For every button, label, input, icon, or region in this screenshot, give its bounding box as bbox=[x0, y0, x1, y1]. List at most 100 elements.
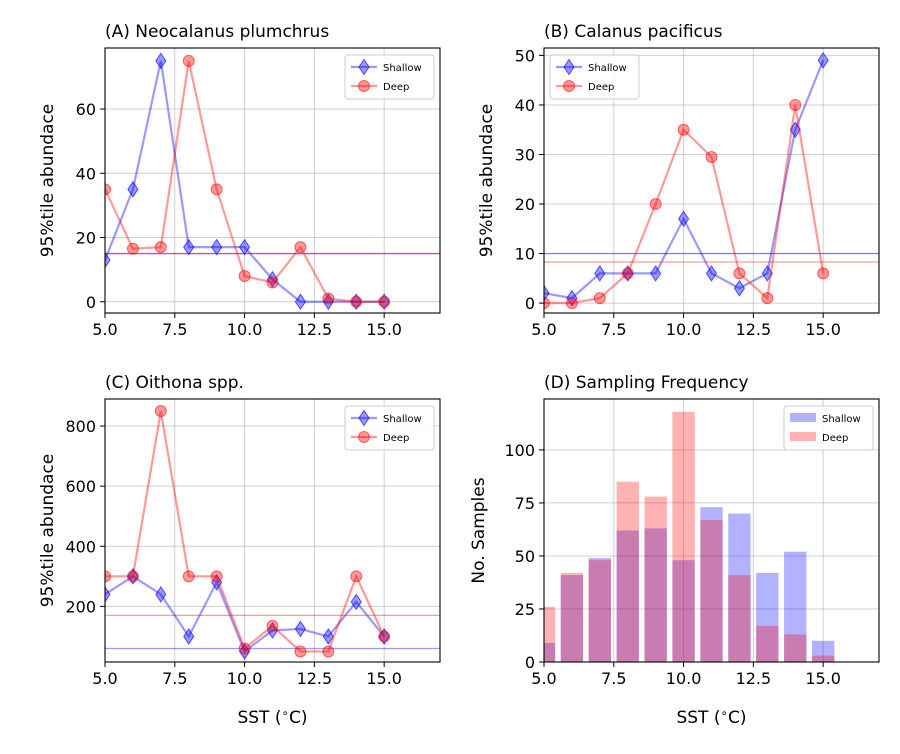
x-tick-label: 15.0 bbox=[366, 320, 402, 339]
plot-area bbox=[105, 52, 440, 311]
x-axis-label: SST (∘C) bbox=[237, 706, 307, 728]
point-deep bbox=[210, 570, 223, 583]
panel-0: 5.0 7.5 10.0 12.5 15.0 0 20 40 60 (A) Neocalanus … bbox=[38, 22, 441, 339]
y-tick-label: 60 bbox=[76, 100, 96, 119]
bar-deep bbox=[544, 606, 556, 662]
x-tick-label: 12.5 bbox=[736, 669, 772, 688]
chart-title: (B) Calanus pacificus bbox=[544, 22, 723, 42]
legend-label: Shallow bbox=[383, 63, 422, 74]
legend-marker-shallow bbox=[358, 58, 370, 76]
point-shallow bbox=[183, 628, 195, 645]
y-axis-label: 95%tile abundace bbox=[38, 104, 58, 258]
legend-marker-deep bbox=[563, 80, 575, 92]
point-shallow bbox=[322, 293, 334, 311]
legend-marker-deep bbox=[358, 80, 370, 92]
legend: Shallow Deep bbox=[344, 405, 435, 451]
point-shallow bbox=[705, 264, 718, 282]
chart-title: (A) Neocalanus plumchrus bbox=[105, 22, 329, 42]
legend-box bbox=[549, 54, 640, 100]
point-shallow bbox=[322, 628, 334, 645]
point-shallow bbox=[183, 238, 195, 256]
legend-marker-deep bbox=[358, 431, 370, 443]
legend-swatch bbox=[790, 432, 816, 441]
point-deep bbox=[266, 276, 279, 289]
point-deep bbox=[182, 570, 195, 583]
point-deep bbox=[621, 267, 634, 280]
legend-swatch bbox=[790, 413, 816, 422]
x-tick-label: 15.0 bbox=[805, 669, 841, 688]
point-deep bbox=[544, 297, 550, 310]
legend: Shallow Deep bbox=[783, 405, 874, 451]
legend-label: Deep bbox=[383, 82, 409, 93]
y-tick-label: 25 bbox=[515, 600, 535, 619]
point-deep bbox=[322, 292, 335, 305]
point-deep bbox=[378, 295, 391, 308]
point-shallow bbox=[566, 289, 578, 307]
panel-1: 5.0 7.5 10.0 12.5 15.0 0 10 20 30 40 50 (B) Calanus… bbox=[477, 22, 880, 339]
series-line-shallow bbox=[105, 60, 385, 303]
plot-area bbox=[544, 51, 879, 310]
ticks: 5.0 7.5 10.0 12.5 15.0 0 10 20 30 40 50 bbox=[515, 46, 841, 339]
point-shallow bbox=[294, 620, 307, 638]
y-axis-label: No. Samples bbox=[469, 477, 489, 583]
series-line-shallow bbox=[105, 575, 386, 654]
bar-deep bbox=[672, 411, 695, 662]
bar-deep bbox=[812, 655, 835, 662]
x-tick-label: 10.0 bbox=[227, 320, 263, 339]
legend: Shallow Deep bbox=[549, 54, 640, 100]
axes-frame bbox=[104, 398, 441, 663]
legend-box bbox=[344, 405, 435, 451]
x-tick-label: 10.0 bbox=[666, 669, 702, 688]
point-deep bbox=[294, 241, 307, 254]
series-line-deep bbox=[105, 60, 385, 303]
point-deep bbox=[238, 270, 251, 283]
series-line-deep bbox=[105, 410, 386, 653]
y-tick-label: 400 bbox=[65, 537, 96, 556]
y-tick-label: 40 bbox=[515, 96, 535, 115]
point-shallow bbox=[266, 622, 279, 639]
bar-shallow bbox=[616, 530, 639, 662]
x-tick-label: 7.5 bbox=[601, 320, 626, 339]
panel-2: 5.0 7.5 10.0 12.5 15.0 200 400 600 800 (C) Oithon… bbox=[38, 373, 441, 728]
y-tick-label: 0 bbox=[525, 294, 535, 313]
point-shallow bbox=[817, 51, 829, 69]
point-shallow bbox=[238, 643, 251, 660]
point-deep bbox=[593, 292, 606, 305]
point-deep bbox=[350, 295, 363, 308]
point-shallow bbox=[238, 238, 251, 256]
point-deep bbox=[705, 150, 718, 163]
chart-title: (D) Sampling Frequency bbox=[544, 373, 749, 393]
y-tick-label: 0 bbox=[86, 293, 96, 312]
bar-shallow bbox=[544, 642, 556, 662]
point-shallow bbox=[378, 293, 390, 311]
y-tick-label: 600 bbox=[65, 477, 96, 496]
point-shallow bbox=[622, 264, 634, 282]
point-shallow bbox=[211, 238, 223, 256]
y-axis-label: 95%tile abundace bbox=[38, 454, 58, 608]
point-shallow bbox=[105, 251, 111, 269]
x-tick-label: 5.0 bbox=[92, 320, 117, 339]
point-shallow bbox=[544, 284, 550, 302]
bar-shallow bbox=[756, 572, 779, 662]
point-deep bbox=[817, 267, 830, 280]
x-tick-label: 5.0 bbox=[531, 320, 556, 339]
x-tick-label: 5.0 bbox=[531, 669, 556, 688]
axes-frame bbox=[543, 398, 880, 663]
point-deep bbox=[322, 645, 335, 658]
point-shallow bbox=[650, 264, 662, 282]
bar-deep bbox=[756, 625, 779, 662]
y-tick-label: 40 bbox=[76, 164, 96, 183]
point-deep bbox=[733, 267, 746, 280]
legend-label: Deep bbox=[822, 433, 848, 444]
x-tick-label: 15.0 bbox=[805, 320, 841, 339]
bar-deep bbox=[700, 519, 723, 662]
plot-area bbox=[105, 405, 440, 660]
legend: Shallow Deep bbox=[344, 54, 435, 100]
bar-shallow bbox=[672, 560, 695, 662]
point-shallow bbox=[378, 628, 390, 645]
point-shallow bbox=[594, 264, 606, 282]
x-tick-label: 7.5 bbox=[162, 669, 187, 688]
point-shallow bbox=[155, 52, 167, 70]
bar-deep bbox=[588, 560, 611, 662]
x-tick-label: 12.5 bbox=[297, 320, 333, 339]
